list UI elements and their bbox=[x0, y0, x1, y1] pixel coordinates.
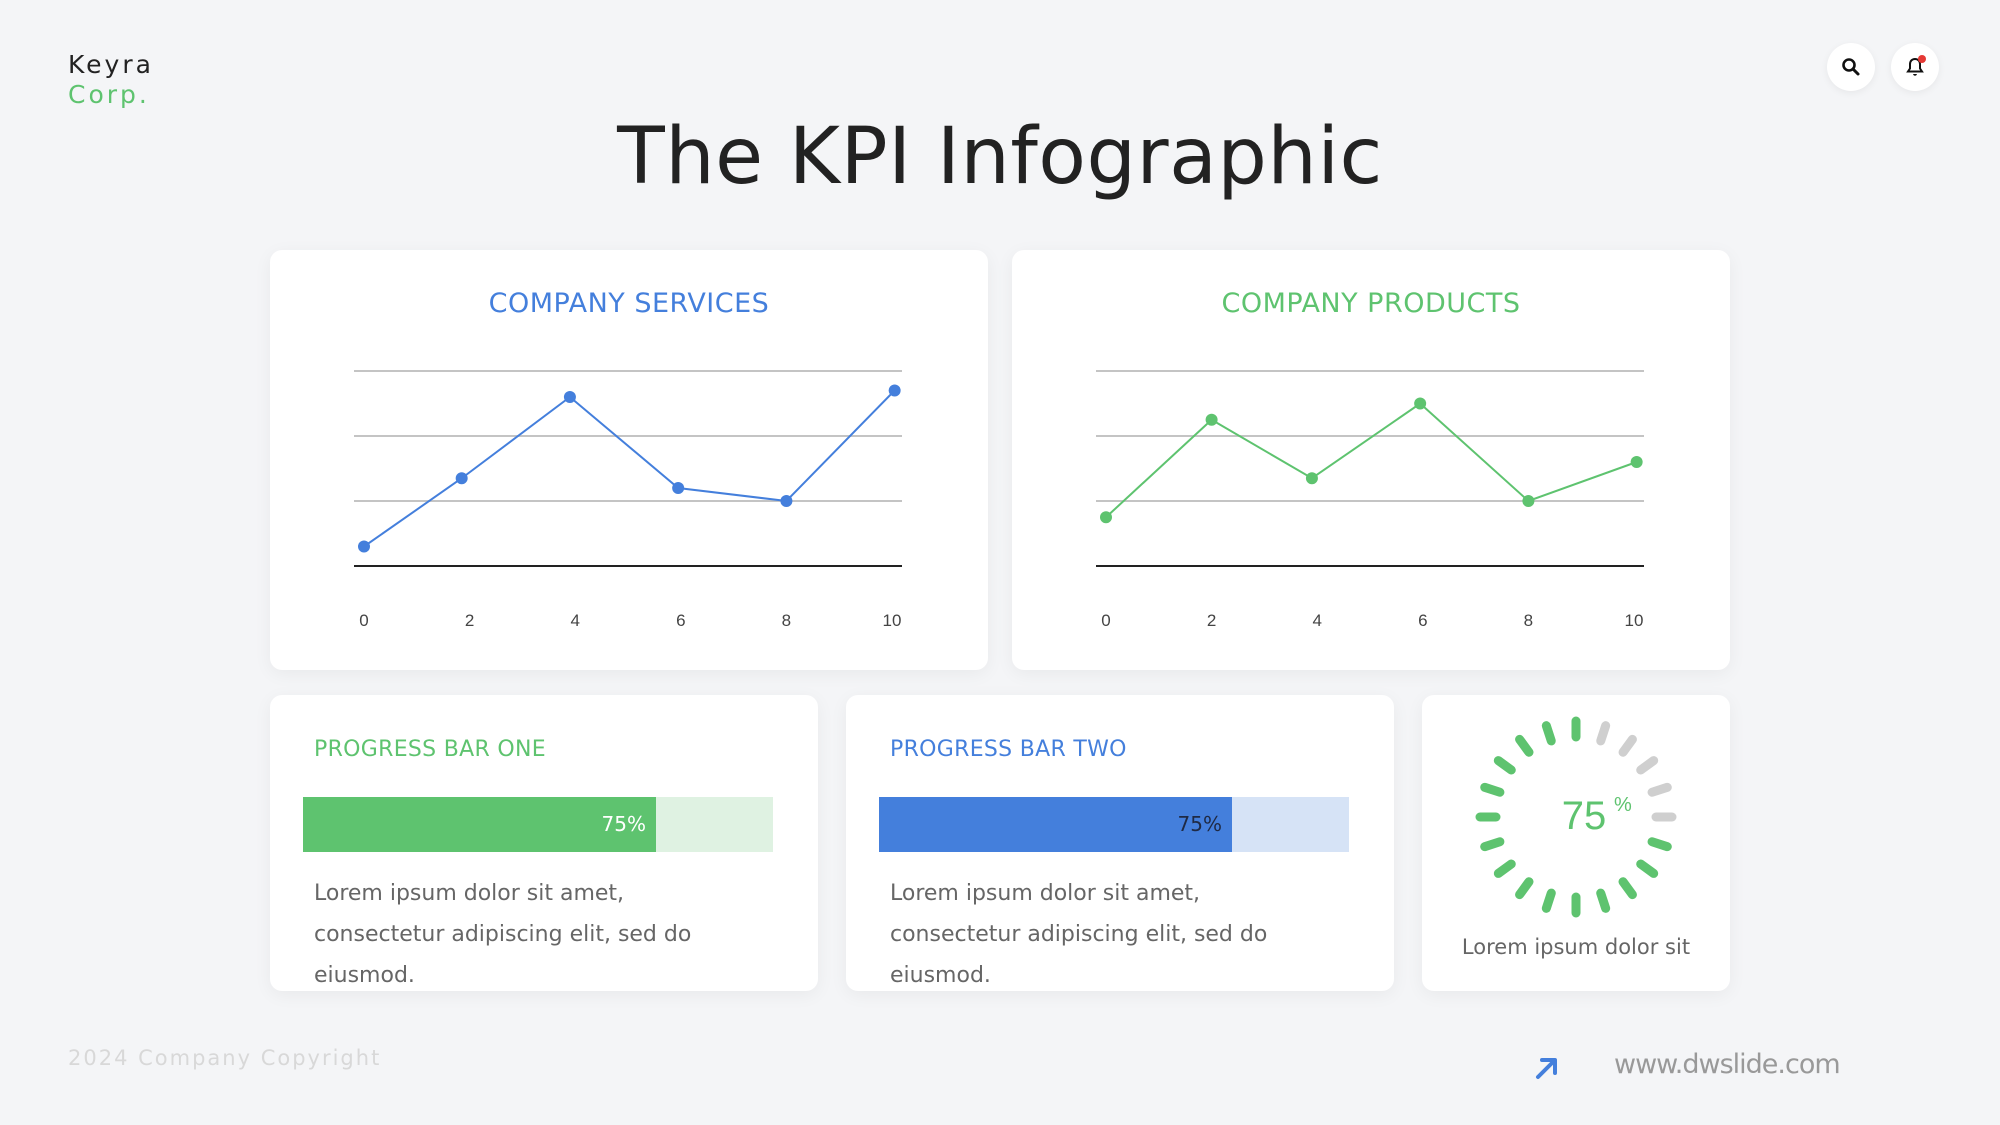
brand-suffix: Corp. bbox=[68, 80, 150, 109]
data-point bbox=[1414, 397, 1427, 410]
gauge-segment bbox=[1618, 734, 1637, 757]
gauge-segment bbox=[1647, 837, 1672, 852]
data-point bbox=[1630, 456, 1643, 468]
x-tick-label: 10 bbox=[1625, 611, 1644, 630]
progress-card-one: PROGRESS BAR ONE 75% Lorem ipsum dolor s… bbox=[270, 695, 818, 991]
services-line-chart: 0 2 4 6 8 10 bbox=[354, 370, 902, 630]
progress-two-fill bbox=[879, 797, 1232, 852]
notifications-button[interactable] bbox=[1891, 43, 1939, 91]
progress-two-description: Lorem ipsum dolor sit amet, consectetur … bbox=[890, 881, 1268, 988]
progress-one-label: 75% bbox=[601, 812, 646, 836]
gauge-segment bbox=[1618, 877, 1637, 900]
data-point bbox=[358, 540, 370, 553]
gauge-segment bbox=[1515, 877, 1534, 900]
progress-one-track: 75% bbox=[303, 797, 773, 852]
gauge-segment bbox=[1636, 756, 1659, 775]
x-tick-label: 8 bbox=[782, 611, 791, 630]
x-tick-label: 2 bbox=[1207, 611, 1216, 630]
products-line-chart: 0 2 4 6 8 10 bbox=[1096, 370, 1644, 630]
gauge-segment bbox=[1515, 734, 1534, 757]
website-link[interactable]: www.dwslide.com bbox=[1614, 1049, 1841, 1080]
gauge-segment bbox=[1596, 721, 1611, 746]
x-tick-label: 2 bbox=[465, 611, 474, 630]
gauge-segment bbox=[1596, 888, 1611, 913]
progress-two-label: 75% bbox=[1177, 812, 1222, 836]
services-chart-card: COMPANY SERVICES 0 2 4 6 8 10 bbox=[270, 250, 988, 670]
x-tick-label: 6 bbox=[1418, 611, 1427, 630]
x-tick-label: 10 bbox=[883, 611, 902, 630]
data-point bbox=[455, 472, 468, 485]
x-tick-label: 4 bbox=[1312, 611, 1321, 630]
radial-description: Lorem ipsum dolor sit bbox=[1461, 935, 1691, 959]
data-point bbox=[1522, 495, 1535, 507]
radial-progress-card: 75 % Lorem ipsum dolor sit bbox=[1422, 695, 1730, 991]
data-point bbox=[780, 495, 793, 507]
copyright-text: 2024 Company Copyright bbox=[68, 1046, 382, 1070]
search-button[interactable] bbox=[1827, 43, 1875, 91]
x-tick-label: 4 bbox=[570, 611, 579, 630]
products-chart-title: COMPANY PRODUCTS bbox=[1221, 288, 1521, 319]
series-line bbox=[363, 389, 896, 548]
progress-two-title: PROGRESS BAR TWO bbox=[890, 737, 1127, 762]
brand-name: Keyra bbox=[68, 50, 154, 79]
gauge-segment bbox=[1541, 721, 1556, 746]
gauge-segment bbox=[1493, 859, 1516, 878]
services-chart-title: COMPANY SERVICES bbox=[488, 288, 770, 319]
gauge-segment bbox=[1541, 888, 1556, 913]
x-tick-label: 8 bbox=[1524, 611, 1533, 630]
gauge-segment bbox=[1647, 782, 1672, 797]
gauge-segment bbox=[1636, 859, 1659, 878]
search-icon bbox=[1842, 58, 1860, 76]
data-point bbox=[1305, 472, 1318, 485]
radial-unit: % bbox=[1614, 794, 1632, 816]
series-line bbox=[1105, 402, 1637, 518]
page-title: The KPI Infographic bbox=[617, 112, 1383, 202]
brand-logo: Keyra Corp. bbox=[68, 50, 154, 110]
arrow-up-right-icon bbox=[1536, 1058, 1557, 1079]
radial-gauge: 75 % bbox=[1475, 716, 1677, 918]
notification-badge bbox=[1918, 55, 1926, 63]
radial-value: 75 bbox=[1562, 794, 1607, 838]
progress-card-two: PROGRESS BAR TWO 75% Lorem ipsum dolor s… bbox=[846, 695, 1394, 991]
data-point bbox=[888, 384, 901, 397]
products-chart-card: COMPANY PRODUCTS 0 2 4 6 8 10 bbox=[1012, 250, 1730, 670]
x-tick-label: 6 bbox=[676, 611, 685, 630]
data-point bbox=[1100, 511, 1112, 524]
progress-one-fill bbox=[303, 797, 656, 852]
x-tick-label: 0 bbox=[359, 611, 368, 630]
data-point bbox=[1205, 413, 1218, 426]
progress-two-track: 75% bbox=[879, 797, 1349, 852]
x-tick-label: 0 bbox=[1101, 611, 1110, 630]
gauge-segment bbox=[1493, 756, 1516, 775]
progress-one-description: Lorem ipsum dolor sit amet, consectetur … bbox=[314, 881, 692, 988]
gauge-segment bbox=[1480, 782, 1505, 797]
progress-one-title: PROGRESS BAR ONE bbox=[314, 737, 546, 762]
data-point bbox=[563, 391, 576, 403]
data-point bbox=[672, 482, 685, 494]
gauge-segment bbox=[1480, 837, 1505, 852]
